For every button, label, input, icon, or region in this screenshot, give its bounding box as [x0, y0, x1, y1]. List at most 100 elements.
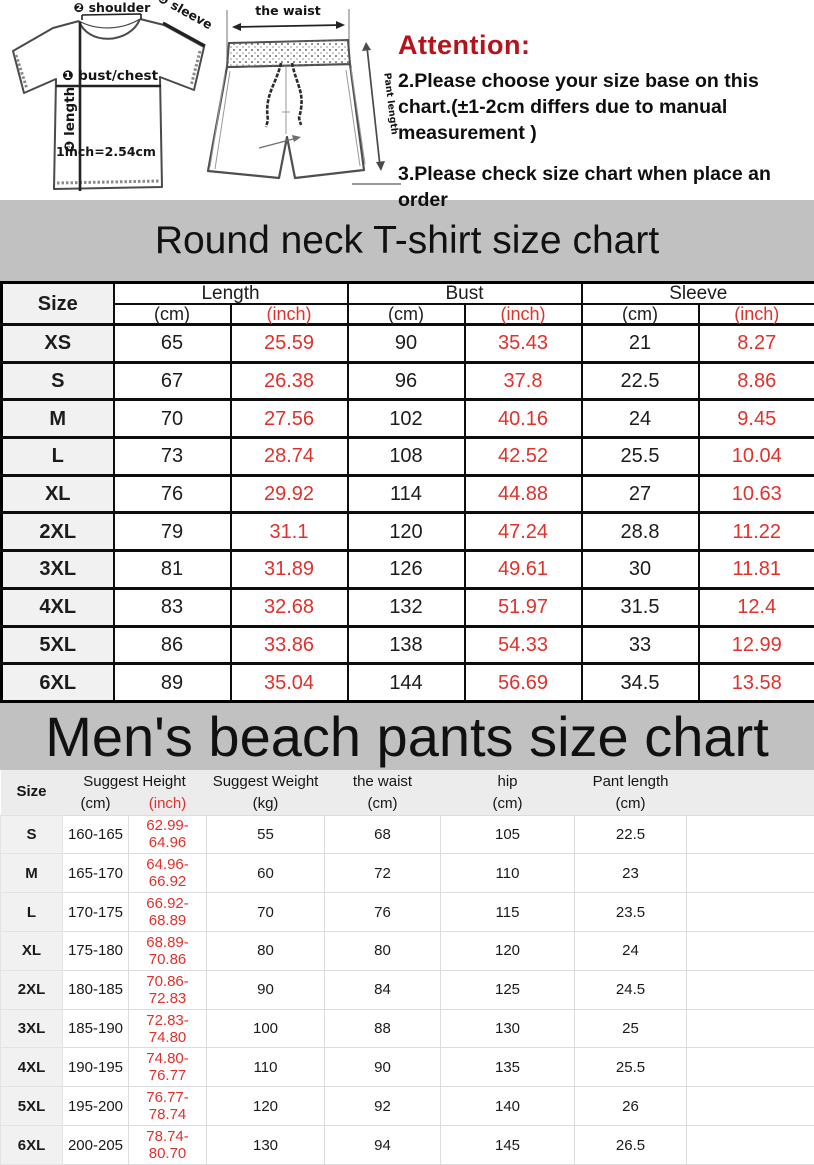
- empty-cell: [686, 853, 814, 894]
- right-side-stripe: [345, 67, 366, 167]
- height-inch-cell: 68.89-70.86: [127, 930, 208, 971]
- waist-cell: 72: [324, 853, 442, 894]
- bust-cm-cell: 138: [346, 624, 466, 665]
- crotch-pointer-line: [258, 137, 298, 149]
- tshirt-size-table: Size Length Bust Sleeve (cm) (inch) (cm)…: [0, 281, 814, 703]
- bust-cm-cell: 132: [346, 586, 466, 627]
- waist-cell: 68: [324, 814, 442, 855]
- table-row: L 170-175 66.92-68.89 70 76 115 23.5: [0, 892, 814, 932]
- height-inch-cell: 64.96-66.92: [127, 853, 208, 894]
- size-cell: 2XL: [0, 511, 115, 552]
- weight-cell: 80: [206, 930, 326, 971]
- height-inch-cell: 66.92-68.89: [127, 892, 208, 932]
- tshirt-measurement-diagram: ❷ shoulder ❸ sleeve ❶ bust/chest ❹ lengt…: [12, 0, 214, 191]
- center-crease-line: [282, 66, 290, 134]
- length-inch-cell: 25.59: [229, 323, 349, 364]
- measurement-diagrams-section: ❷ shoulder ❸ sleeve ❶ bust/chest ❹ lengt…: [0, 0, 814, 211]
- hip-cell: 120: [440, 930, 576, 971]
- bust-inch-cell: 42.52: [463, 436, 583, 477]
- sleeve-cm-cell: 22.5: [580, 360, 700, 401]
- height-cm-cell: 190-195: [62, 1047, 129, 1088]
- column-header-pant-length: Pant length: [574, 770, 687, 795]
- unit-inch: (inch): [128, 795, 207, 815]
- pants-table-section: Size Suggest Height Suggest Weight the w…: [0, 770, 814, 1165]
- pant-length-cell: 23.5: [574, 892, 688, 932]
- sleeve-cm-cell: 27: [580, 473, 700, 514]
- waist-cell: 84: [324, 969, 442, 1010]
- length-inch-cell: 26.38: [229, 360, 349, 401]
- bust-inch-cell: 37.8: [463, 360, 583, 401]
- bust-inch-cell: 40.16: [463, 398, 583, 439]
- unit-cm: (cm): [324, 795, 441, 815]
- attention-heading: Attention:: [398, 30, 531, 60]
- length-inch-cell: 27.56: [229, 398, 349, 439]
- header-row-groups: Size Suggest Height Suggest Weight the w…: [0, 770, 814, 815]
- height-inch-cell: 74.80-76.77: [127, 1047, 208, 1088]
- height-inch-cell: 62.99-64.96: [127, 814, 208, 855]
- sleeve-inch-cell: 9.45: [697, 398, 814, 439]
- table-row: M 165-170 64.96-66.92 60 72 110 23: [0, 853, 814, 894]
- column-header-length: Length: [112, 281, 349, 305]
- table-row: L 73 28.74 108 42.52 25.5 10.04: [0, 436, 814, 477]
- bust-cm-cell: 96: [346, 360, 466, 401]
- bust-inch-cell: 56.69: [463, 662, 583, 703]
- empty-cell: [686, 1008, 814, 1049]
- bust-cm-cell: 90: [346, 323, 466, 364]
- weight-cell: 110: [206, 1047, 326, 1088]
- length-cm-cell: 76: [112, 473, 232, 514]
- pant-length-cell: 23: [574, 853, 688, 894]
- size-cell: L: [0, 436, 115, 477]
- empty-cell: [686, 814, 814, 855]
- pant-length-cell: 25: [574, 1008, 688, 1049]
- bust-cm-cell: 144: [346, 662, 466, 703]
- column-header-bust: Bust: [346, 281, 583, 305]
- collar-back-line: [78, 18, 141, 29]
- crotch-pointer-arrowhead: [292, 135, 301, 142]
- table-row: 3XL 81 31.89 126 49.61 30 11.81: [0, 549, 814, 590]
- length-cm-cell: 83: [112, 586, 232, 627]
- size-cell: 6XL: [0, 1125, 63, 1165]
- bust-inch-cell: 54.33: [463, 624, 583, 665]
- sleeve-inch-cell: 12.4: [697, 586, 814, 627]
- size-cell: S: [0, 360, 115, 401]
- pant-length-arrowhead-top: [362, 42, 371, 51]
- length-label: ❹ length: [62, 87, 78, 152]
- table-row: XL 175-180 68.89-70.86 80 80 120 24: [0, 930, 814, 971]
- hip-cell: 140: [440, 1086, 576, 1127]
- pant-length-arrowhead-bottom: [376, 161, 385, 171]
- pants-size-table: Size Suggest Height Suggest Weight the w…: [0, 770, 814, 1165]
- weight-cell: 100: [206, 1008, 326, 1049]
- table-row: 5XL 195-200 76.77-78.74 120 92 140 26: [0, 1086, 814, 1127]
- empty-cell: [686, 969, 814, 1010]
- left-side-stripe: [209, 70, 231, 170]
- bust-inch-cell: 35.43: [463, 323, 583, 364]
- sleeve-cm-cell: 25.5: [580, 436, 700, 477]
- empty-cell: [686, 892, 814, 932]
- waist-cell: 76: [324, 892, 442, 932]
- sleeve-measure-line: [162, 21, 206, 48]
- weight-cell: 55: [206, 814, 326, 855]
- bust-cm-cell: 102: [346, 398, 466, 439]
- empty-cell: [686, 1125, 814, 1165]
- size-cell: 3XL: [0, 549, 115, 590]
- pant-length-cell: 22.5: [574, 814, 688, 855]
- table-row: XS 65 25.59 90 35.43 21 8.27: [0, 323, 814, 364]
- unit-inch: (inch): [229, 303, 349, 326]
- bust-cm-cell: 126: [346, 549, 466, 590]
- sleeve-cm-cell: 30: [580, 549, 700, 590]
- bust-inch-cell: 44.88: [463, 473, 583, 514]
- size-cell: L: [0, 892, 63, 932]
- table-row: 4XL 83 32.68 132 51.97 31.5 12.4: [0, 586, 814, 627]
- sleeve-cm-cell: 24: [580, 398, 700, 439]
- table-row: S 67 26.38 96 37.8 22.5 8.86: [0, 360, 814, 401]
- length-cm-cell: 79: [112, 511, 232, 552]
- inch-conversion-note: 1inch=2.54cm: [56, 144, 156, 159]
- sleeve-inch-cell: 13.58: [697, 662, 814, 703]
- length-cm-cell: 89: [112, 662, 232, 703]
- sleeve-inch-cell: 10.04: [697, 436, 814, 477]
- weight-cell: 130: [206, 1125, 326, 1165]
- weight-cell: 120: [206, 1086, 326, 1127]
- unit-cm: (cm): [62, 795, 129, 815]
- length-cm-cell: 86: [112, 624, 232, 665]
- pant-length-label: Pant length: [381, 72, 400, 135]
